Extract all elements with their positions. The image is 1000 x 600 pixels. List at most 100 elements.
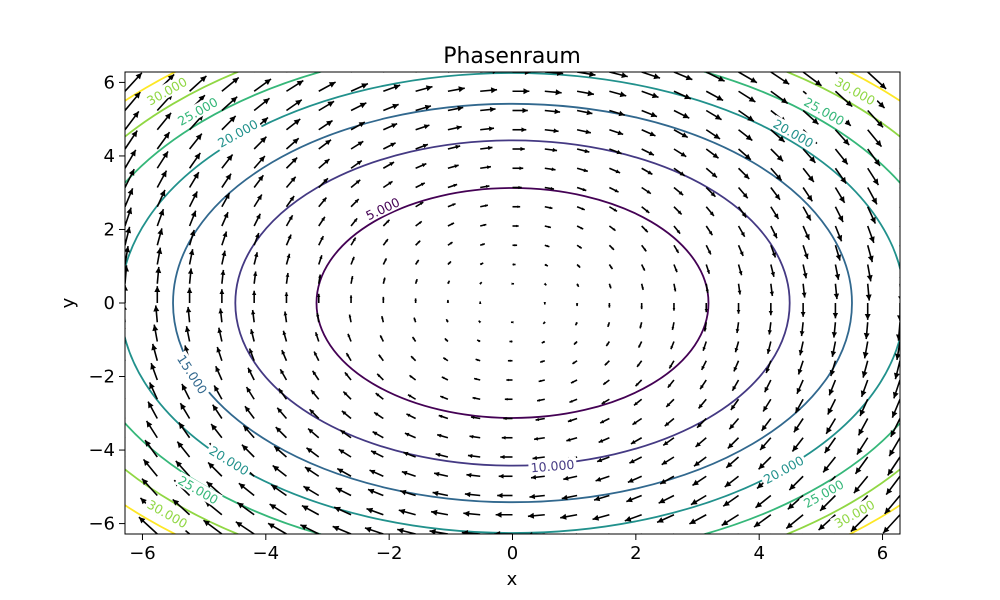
quiver-arrow bbox=[156, 170, 168, 188]
quiver-arrow bbox=[798, 341, 804, 356]
quiver-arrow bbox=[155, 266, 162, 284]
quiver-arrow bbox=[759, 437, 772, 451]
quiver-arrow bbox=[863, 322, 870, 340]
quiver-arrow bbox=[318, 72, 321, 73]
quiver-arrow bbox=[797, 360, 804, 375]
quiver-arrow bbox=[318, 235, 325, 246]
quiver-arrow bbox=[641, 244, 647, 252]
quiver-arrow bbox=[153, 305, 160, 323]
quiver-arrow bbox=[576, 283, 580, 288]
x-tick-label: −4 bbox=[253, 543, 280, 564]
contour-label: 20.000 bbox=[759, 451, 808, 488]
quiver-arrow bbox=[819, 494, 836, 512]
quiver-arrow bbox=[188, 171, 200, 188]
x-tick-label: −2 bbox=[376, 543, 403, 564]
quiver-arrow bbox=[608, 244, 615, 251]
quiver-arrow bbox=[125, 284, 128, 303]
quiver-arrow bbox=[339, 429, 352, 439]
quiver-arrow bbox=[512, 205, 521, 209]
quiver-arrow bbox=[269, 503, 287, 516]
quiver-arrow bbox=[510, 321, 514, 324]
contour-15000 bbox=[172, 102, 853, 504]
quiver-arrow bbox=[383, 122, 398, 131]
quiver-arrow bbox=[470, 415, 481, 420]
quiver-arrow bbox=[762, 398, 772, 412]
quiver-arrow bbox=[382, 277, 386, 284]
quiver-arrow bbox=[662, 437, 675, 447]
quiver-arrow bbox=[156, 247, 163, 265]
quiver-arrow bbox=[247, 367, 255, 381]
quiver-arrow bbox=[308, 408, 320, 420]
quiver-arrow bbox=[693, 456, 707, 467]
quiver-arrow bbox=[529, 493, 545, 500]
quiver-arrow bbox=[770, 90, 789, 105]
quiver-arrow bbox=[281, 349, 288, 362]
quiver-arrow bbox=[188, 133, 203, 150]
quiver-arrow bbox=[834, 206, 844, 223]
quiver-arrow bbox=[769, 283, 774, 297]
quiver-arrow bbox=[569, 398, 578, 404]
quiver-arrow bbox=[284, 292, 289, 303]
quiver-arrow bbox=[864, 303, 871, 320]
contour-5000 bbox=[315, 187, 710, 419]
quiver-arrow bbox=[601, 398, 610, 405]
quiver-arrow bbox=[673, 264, 678, 273]
quiver-arrow bbox=[447, 125, 462, 131]
quiver-arrow bbox=[737, 244, 744, 257]
quiver-arrow bbox=[737, 264, 743, 276]
quiver-arrow bbox=[544, 128, 559, 134]
quiver-arrow bbox=[241, 444, 255, 458]
quiver-arrow bbox=[285, 176, 297, 189]
quiver-arrow bbox=[728, 417, 740, 430]
quiver-arrow bbox=[894, 341, 900, 361]
quiver-arrow bbox=[831, 322, 838, 338]
quiver-arrow bbox=[382, 142, 396, 150]
quiver-arrow bbox=[857, 418, 869, 436]
quiver-arrow bbox=[447, 280, 451, 285]
quiver-arrow bbox=[731, 379, 740, 392]
quiver-arrow bbox=[866, 264, 873, 282]
quiver-arrow bbox=[433, 471, 449, 478]
quiver-arrow bbox=[318, 100, 335, 112]
quiver-arrow bbox=[156, 228, 164, 246]
quiver-arrow bbox=[509, 340, 513, 343]
quiver-arrow bbox=[504, 397, 513, 401]
quiver-arrow bbox=[637, 341, 643, 348]
quiver-arrow bbox=[125, 377, 126, 380]
quiver-arrow bbox=[376, 373, 384, 381]
quiver-arrow bbox=[152, 324, 159, 342]
svg-text:25.000: 25.000 bbox=[176, 473, 221, 508]
quiver-arrow bbox=[317, 255, 323, 265]
quiver-arrow bbox=[403, 451, 416, 458]
quiver-arrow bbox=[251, 309, 256, 323]
quiver-arrow bbox=[640, 303, 643, 310]
quiver-arrow bbox=[802, 72, 822, 87]
quiver-arrow bbox=[142, 458, 158, 477]
quiver-arrow bbox=[495, 511, 513, 518]
quiver-arrow bbox=[705, 109, 722, 121]
x-axis: −6 −4 −2 0 2 4 6 bbox=[129, 534, 888, 564]
quiver-arrow bbox=[606, 533, 610, 534]
quiver-arrow bbox=[661, 456, 675, 466]
contour-label: 30.000 bbox=[830, 72, 880, 109]
quiver-arrow bbox=[673, 129, 689, 139]
quiver-arrow bbox=[125, 306, 127, 323]
quiver-arrow bbox=[401, 470, 416, 478]
quiver-arrow bbox=[494, 531, 513, 534]
quiver-arrow bbox=[770, 167, 783, 182]
quiver-arrow bbox=[544, 167, 556, 172]
quiver-arrow bbox=[316, 312, 320, 323]
quiver-arrow bbox=[596, 456, 610, 463]
quiver-arrow bbox=[318, 139, 332, 150]
quiver-arrow bbox=[692, 475, 707, 487]
quiver-arrow bbox=[210, 423, 223, 439]
quiver-arrow bbox=[802, 225, 810, 241]
quiver-arrow bbox=[899, 187, 900, 190]
quiver-arrow bbox=[539, 359, 546, 364]
quiver-arrow bbox=[895, 322, 900, 341]
quiver-arrow bbox=[432, 490, 449, 497]
quiver-arrow bbox=[348, 314, 352, 323]
quiver-arrow bbox=[285, 99, 303, 112]
quiver-arrow bbox=[125, 436, 126, 438]
quiver-arrow bbox=[332, 525, 352, 534]
